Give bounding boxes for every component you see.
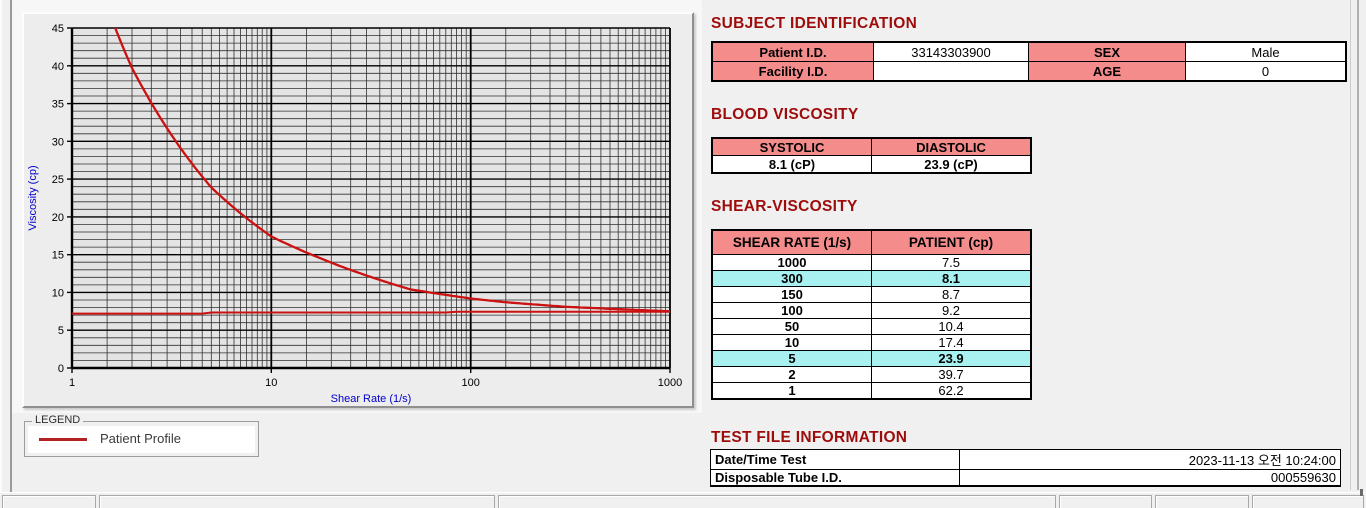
test-file-information-table: Date/Time Test 2023-11-13 오전 10:24:00 Di… [710,449,1341,487]
svg-text:45: 45 [52,23,64,35]
y-axis-title: Viscosity (cp) [27,165,39,230]
patient-profile-legend-label: Patient Profile [100,431,181,446]
status-panel [1252,495,1364,508]
table-row: SYSTOLIC DIASTOLIC [711,137,1032,156]
sex-value: Male [1185,41,1347,62]
window-splitter-line [10,0,12,508]
subject-identification-title: SUBJECT IDENTIFICATION [711,15,918,32]
table-row: 8.1 (cP) 23.9 (cP) [711,155,1032,174]
legend-groupbox: LEGEND Patient Profile [24,414,259,457]
date-time-test-value: 2023-11-13 오전 10:24:00 [959,449,1341,470]
shear-table-row: 5 23.9 [711,350,1032,367]
facility-id-value [873,61,1029,82]
table-header-row: SHEAR RATE (1/s) PATIENT (cp) [711,229,1032,255]
date-time-test-label: Date/Time Test [710,449,960,470]
shear-rate-cell: 5 [711,350,872,367]
legend-inner-panel: Patient Profile [28,426,255,453]
shear-rate-cell: 10 [711,334,872,351]
status-panel [1059,495,1152,508]
patient-cp-cell: 62.2 [871,382,1032,400]
shear-table-row: 300 8.1 [711,270,1032,287]
age-label: AGE [1028,61,1186,82]
shear-rate-cell: 150 [711,286,872,303]
shear-viscosity-title: SHEAR-VISCOSITY [711,198,858,215]
svg-text:5: 5 [58,325,64,337]
facility-id-label: Facility I.D. [711,61,874,82]
table-row: Patient I.D. 33143303900 SEX Male [711,41,1347,62]
patient-profile-line-sample [39,438,87,441]
svg-text:100: 100 [462,377,480,389]
shear-table-row: 150 8.7 [711,286,1032,303]
patient-id-value: 33143303900 [873,41,1029,62]
shear-table-row: 10 17.4 [711,334,1032,351]
shear-rate-cell: 2 [711,366,872,383]
patient-cp-cell: 23.9 [871,350,1032,367]
table-row: Disposable Tube I.D. 000559630 [710,469,1341,487]
patient-cp-cell: 10.4 [871,318,1032,335]
window-left-edge [0,0,2,508]
status-panel [99,495,495,508]
svg-text:1: 1 [69,377,75,389]
status-panel [498,495,1056,508]
blood-viscosity-table: SYSTOLIC DIASTOLIC 8.1 (cP) 23.9 (cP) [711,137,1032,174]
svg-text:35: 35 [52,99,64,111]
svg-text:20: 20 [52,212,64,224]
shear-rate-cell: 1 [711,382,872,400]
shear-rate-cell: 300 [711,270,872,287]
diastolic-value: 23.9 (cP) [871,155,1032,174]
viscosity-chart-panel: 0 5 10 15 20 25 30 35 40 45 1 10 100 1000 Viscosity (… [22,12,694,408]
patient-id-label: Patient I.D. [711,41,874,62]
svg-text:25: 25 [52,174,64,186]
patient-cp-header: PATIENT (cp) [871,229,1032,255]
resize-grip [1360,489,1363,496]
diastolic-header: DIASTOLIC [871,137,1032,156]
blood-viscosity-title: BLOOD VISCOSITY [711,106,859,123]
svg-text:15: 15 [52,250,64,262]
shear-viscosity-table: SHEAR RATE (1/s) PATIENT (cp) 1000 7.5 300… [711,229,1032,400]
shear-rate-cell: 50 [711,318,872,335]
status-panel [1155,495,1249,508]
sex-label: SEX [1028,41,1186,62]
table-row: Date/Time Test 2023-11-13 오전 10:24:00 [710,449,1341,470]
svg-text:0: 0 [58,363,64,375]
patient-cp-cell: 8.1 [871,270,1032,287]
patient-cp-cell: 8.7 [871,286,1032,303]
systolic-header: SYSTOLIC [711,137,872,156]
shear-table-row: 100 9.2 [711,302,1032,319]
disposable-tube-id-value: 000559630 [959,469,1341,487]
window-right-edge-light [1350,0,1351,490]
status-bar [0,492,1366,508]
svg-text:10: 10 [265,377,277,389]
status-panel [2,495,96,508]
shear-table-row: 50 10.4 [711,318,1032,335]
test-file-information-title: TEST FILE INFORMATION [711,429,908,446]
shear-rate-header: SHEAR RATE (1/s) [711,229,872,255]
table-row: Facility I.D. AGE 0 [711,61,1347,82]
shear-rate-cell: 1000 [711,254,872,271]
svg-text:1000: 1000 [658,377,682,389]
shear-table-row: 2 39.7 [711,366,1032,383]
svg-text:10: 10 [52,287,64,299]
age-value: 0 [1185,61,1347,82]
shear-table-row: 1 62.2 [711,382,1032,400]
window-right-edge-dark [1357,0,1359,490]
x-axis-title: Shear Rate (1/s) [331,393,412,405]
patient-cp-cell: 7.5 [871,254,1032,271]
svg-text:30: 30 [52,136,64,148]
patient-cp-cell: 17.4 [871,334,1032,351]
patient-cp-cell: 9.2 [871,302,1032,319]
systolic-value: 8.1 (cP) [711,155,872,174]
disposable-tube-id-label: Disposable Tube I.D. [710,469,960,487]
legend-caption: LEGEND [32,414,84,426]
subject-identification-table: Patient I.D. 33143303900 SEX Male Facili… [711,41,1347,82]
svg-text:40: 40 [52,61,64,73]
shear-table-row: 1000 7.5 [711,254,1032,271]
patient-cp-cell: 39.7 [871,366,1032,383]
viscosity-chart: 0 5 10 15 20 25 30 35 40 45 1 10 100 1000 Viscosity (… [27,23,682,405]
shear-rate-cell: 100 [711,302,872,319]
